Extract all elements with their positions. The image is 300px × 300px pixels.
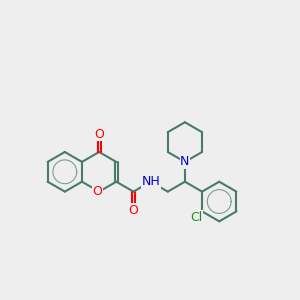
Text: NH: NH <box>142 175 161 188</box>
Text: O: O <box>94 128 104 141</box>
Text: O: O <box>128 204 138 217</box>
Text: N: N <box>180 155 190 168</box>
Text: Cl: Cl <box>190 211 203 224</box>
Text: O: O <box>92 185 102 198</box>
